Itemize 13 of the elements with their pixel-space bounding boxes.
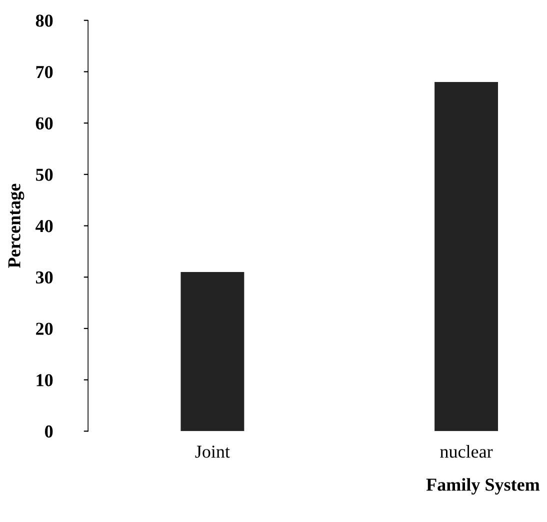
x-tick-label: nuclear xyxy=(440,445,493,458)
y-tick-label: 60 xyxy=(36,117,53,130)
y-tick-label: 70 xyxy=(36,66,53,78)
y-tick-label: 0 xyxy=(45,425,53,438)
y-tick-label: 50 xyxy=(36,168,53,181)
x-tick-label: Joint xyxy=(195,446,230,458)
y-tick-label: 20 xyxy=(36,322,53,335)
y-tick-label: 10 xyxy=(36,374,53,386)
y-axis-title: Percentage xyxy=(8,184,24,268)
y-tick-label: 80 xyxy=(36,14,53,27)
y-tick-label: 30 xyxy=(36,271,53,284)
x-axis-title: Family System xyxy=(426,478,540,495)
y-tick-label: 40 xyxy=(36,220,53,232)
